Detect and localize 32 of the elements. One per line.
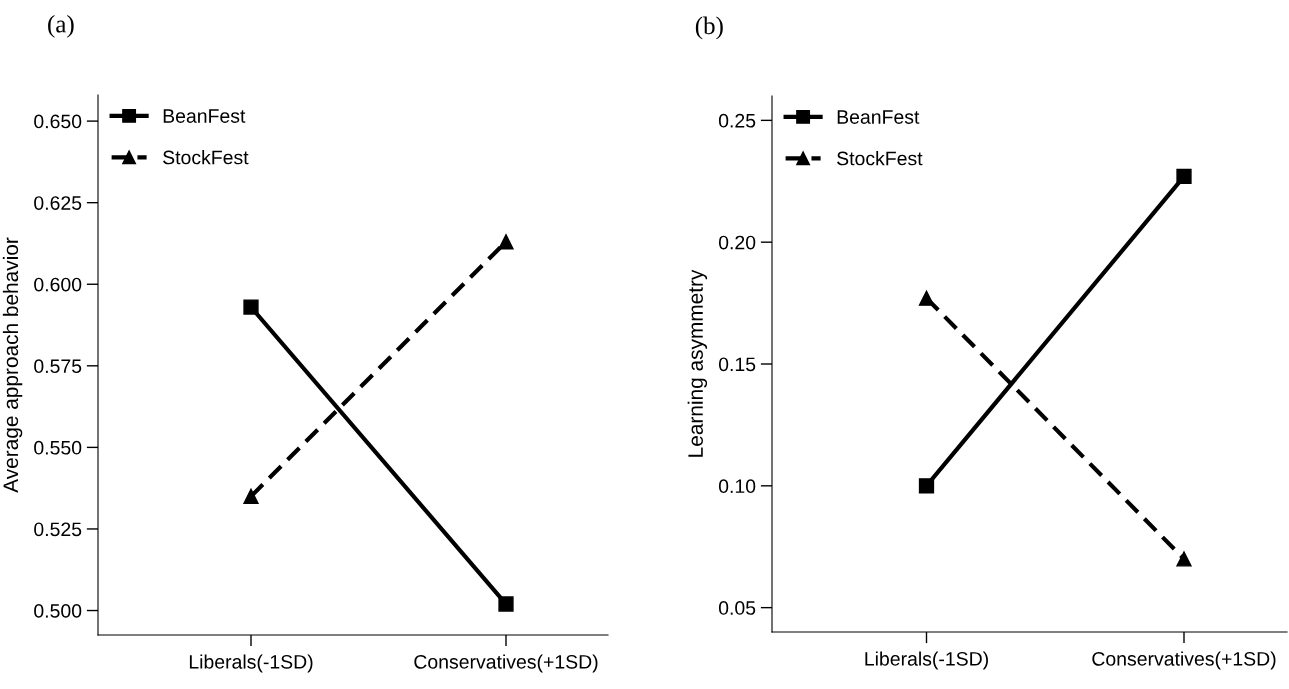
y-tick-label: 0.500 xyxy=(34,604,82,618)
y-tick-label: 0.10 xyxy=(718,479,756,494)
y-tick-label: 0.15 xyxy=(718,357,756,372)
y-axis-title: Average approach behavior xyxy=(2,237,23,493)
y-tick-label: 0.525 xyxy=(34,522,82,537)
point xyxy=(243,488,259,504)
y-tick-label: 0.625 xyxy=(34,196,82,210)
y-tick-label: 0.550 xyxy=(34,440,82,455)
point xyxy=(498,234,514,250)
legend-label: StockFest xyxy=(837,151,923,166)
y-tick-label: 0.05 xyxy=(718,601,756,615)
point xyxy=(498,596,514,612)
legend-label: StockFest xyxy=(163,150,249,165)
point xyxy=(918,478,935,494)
chart-title: (a) xyxy=(48,15,74,38)
x-tick-label: Conservatives(+1SD) xyxy=(1092,651,1276,670)
x-tick-label: Liberals(-1SD) xyxy=(189,654,313,673)
point xyxy=(1176,168,1192,185)
x-tick-label: Liberals(-1SD) xyxy=(865,651,988,670)
point xyxy=(1176,551,1192,567)
point xyxy=(918,290,935,306)
y-tick-label: 0.650 xyxy=(34,114,82,129)
y-tick-label: 0.25 xyxy=(718,113,756,128)
x-tick-label: Conservatives(+1SD) xyxy=(414,654,598,673)
y-tick-label: 0.20 xyxy=(718,235,756,250)
legend-label: BeanFest xyxy=(163,109,246,123)
chart-title: (b) xyxy=(695,16,723,40)
legend-label: BeanFest xyxy=(837,110,920,124)
y-tick-label: 0.600 xyxy=(34,277,82,292)
y-axis-title: Learning asymmetry xyxy=(687,269,708,457)
point xyxy=(243,299,259,315)
y-tick-label: 0.575 xyxy=(34,359,82,374)
